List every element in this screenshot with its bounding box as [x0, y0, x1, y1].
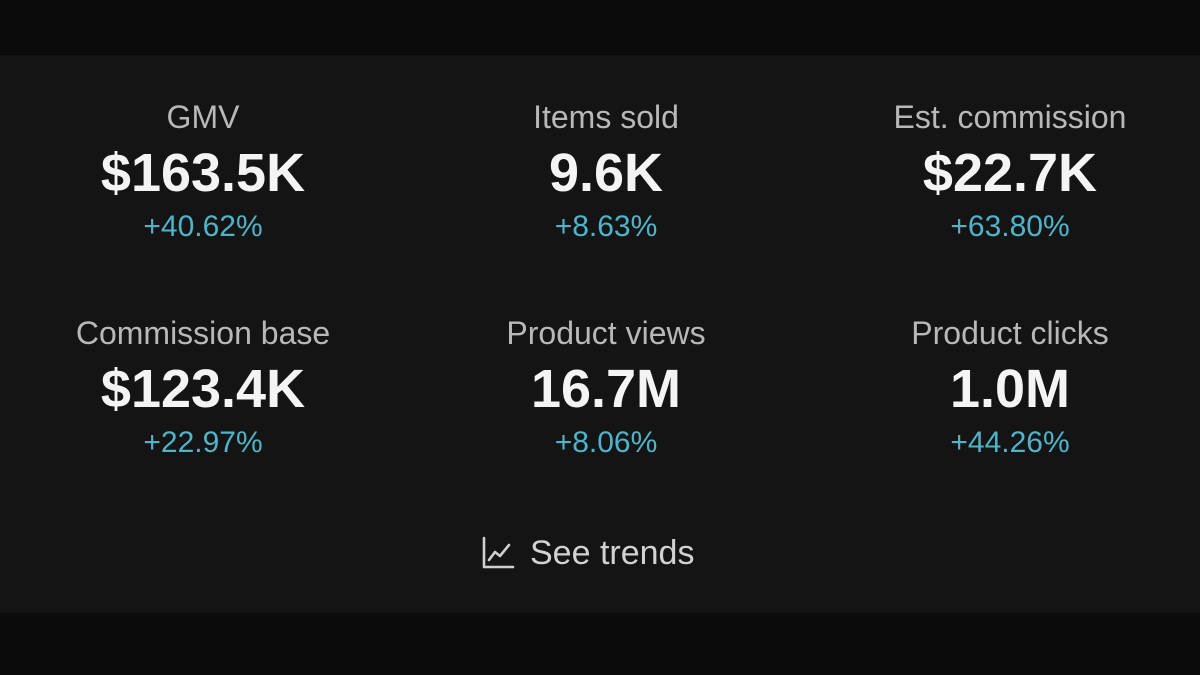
metric-value: 16.7M — [530, 359, 682, 419]
metric-label: Product views — [506, 315, 706, 351]
metric-product-clicks[interactable]: Product clicks 1.0M +44.26% — [810, 313, 1200, 463]
metric-value: $163.5K — [100, 143, 306, 203]
metric-label: Items sold — [533, 99, 679, 135]
metric-gmv[interactable]: GMV $163.5K +40.62% — [3, 97, 403, 247]
metric-change: +22.97% — [143, 426, 263, 459]
line-chart-icon — [480, 535, 516, 571]
metric-change: +44.26% — [950, 426, 1070, 459]
metrics-panel: GMV $163.5K +40.62% Items sold 9.6K +8.6… — [0, 55, 1200, 613]
metric-label: Commission base — [75, 315, 331, 351]
see-trends-label: See trends — [530, 534, 695, 572]
metric-items-sold[interactable]: Items sold 9.6K +8.63% — [406, 97, 806, 247]
metric-label: Est. commission — [893, 99, 1127, 135]
metric-value: $123.4K — [100, 359, 306, 419]
metric-change: +8.63% — [554, 210, 658, 243]
metric-product-views[interactable]: Product views 16.7M +8.06% — [406, 313, 806, 463]
metric-change: +63.80% — [950, 210, 1070, 243]
metric-value: $22.7K — [922, 143, 1098, 203]
metric-label: GMV — [166, 99, 240, 135]
see-trends-button[interactable]: See trends — [480, 525, 694, 581]
metric-est-commission[interactable]: Est. commission $22.7K +63.80% — [810, 97, 1200, 247]
metric-commission-base[interactable]: Commission base $123.4K +22.97% — [3, 313, 403, 463]
metric-change: +40.62% — [143, 210, 263, 243]
metric-change: +8.06% — [554, 426, 658, 459]
metric-value: 9.6K — [548, 143, 664, 203]
metric-label: Product clicks — [911, 315, 1109, 351]
metric-value: 1.0M — [949, 359, 1071, 419]
